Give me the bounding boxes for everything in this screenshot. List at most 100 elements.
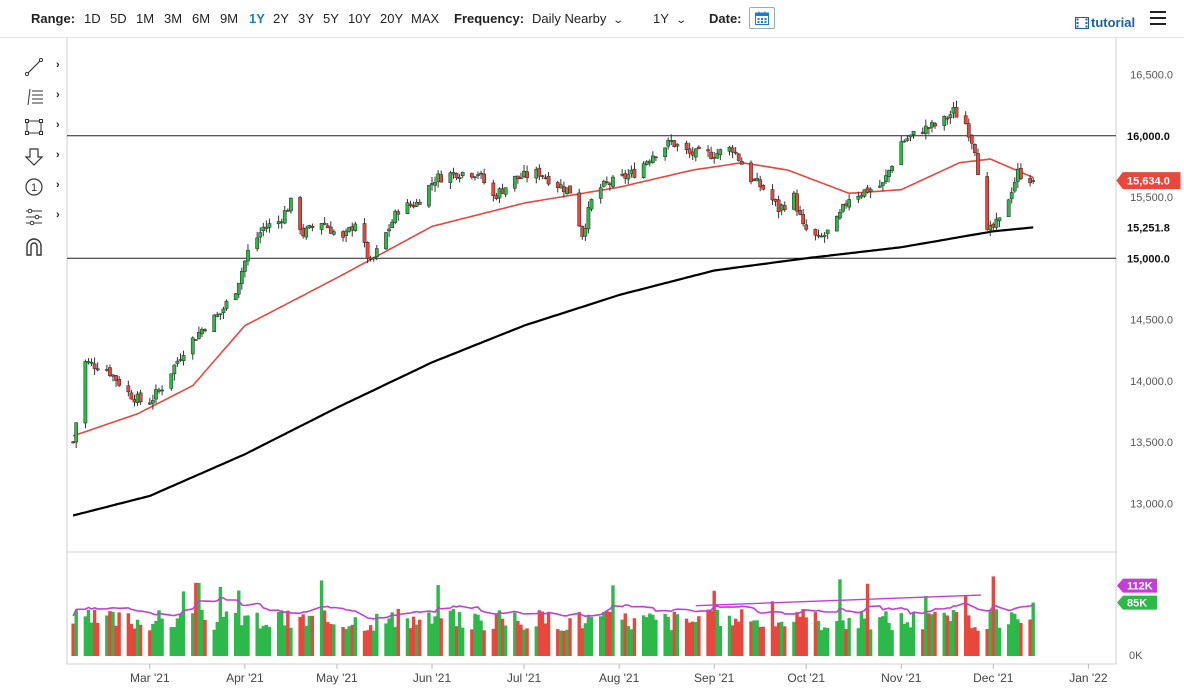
- candle-body: [798, 210, 802, 215]
- expand-arrow-icon[interactable]: ›: [56, 119, 60, 131]
- volume-bar: [540, 611, 545, 656]
- volume-bar: [792, 621, 796, 656]
- expand-arrow-icon[interactable]: ›: [56, 59, 60, 71]
- volume-trendline: [695, 594, 982, 607]
- candle-body: [758, 179, 763, 188]
- volume-bar: [583, 623, 588, 656]
- candle-body: [129, 392, 134, 400]
- candle-body: [687, 148, 692, 154]
- number-marker-tool-icon: 1: [25, 178, 43, 196]
- tutorial-link[interactable]: tutorial: [1075, 15, 1135, 30]
- expand-arrow-icon[interactable]: ›: [56, 149, 60, 161]
- candle-body: [537, 167, 542, 177]
- range-2y-button[interactable]: 2Y: [273, 11, 289, 26]
- candle-body: [405, 202, 410, 215]
- volume-bar: [519, 624, 523, 656]
- candle-body: [654, 156, 658, 159]
- volume-bar: [795, 612, 799, 656]
- level-badge: 15,000.0: [1116, 249, 1181, 267]
- volume-high-badge: 112K: [1117, 578, 1157, 593]
- line-tool[interactable]: ›: [24, 55, 64, 79]
- volume-bar: [83, 616, 88, 656]
- candle-body: [460, 171, 465, 177]
- date-tick-label: Nov '21: [881, 671, 922, 685]
- volume-bar: [749, 621, 753, 656]
- volume-bar: [727, 615, 732, 656]
- volume-bar: [89, 622, 94, 656]
- range-max-button[interactable]: MAX: [411, 11, 440, 26]
- volume-bar: [933, 611, 937, 656]
- expand-arrow-icon[interactable]: ›: [56, 179, 60, 191]
- volume-bar: [801, 609, 805, 656]
- candle-body: [151, 400, 155, 404]
- volume-bar: [911, 612, 916, 656]
- number-marker-tool[interactable]: 1 ›: [24, 175, 64, 199]
- arrow-tool[interactable]: ›: [24, 145, 64, 169]
- volume-bar: [623, 613, 627, 656]
- expand-arrow-icon[interactable]: ›: [56, 209, 60, 221]
- rectangle-tool[interactable]: ›: [24, 115, 64, 139]
- range-20y-button[interactable]: 20Y: [380, 11, 404, 26]
- volume-bar: [212, 629, 216, 656]
- candle-body: [525, 171, 529, 179]
- volume-bar: [663, 613, 667, 656]
- chart-toolbar: Range: 1D 5D 1M 3M 6M 9M 1Y 2Y 3Y 5Y 10Y…: [0, 0, 1184, 38]
- range-1y-button[interactable]: 1Y: [249, 11, 265, 26]
- candle-body: [328, 226, 333, 234]
- volume-bar: [414, 624, 419, 656]
- volume-bar: [666, 616, 670, 656]
- volume-bar: [709, 610, 713, 656]
- horizontal-levels: [67, 135, 1116, 259]
- date-picker-button[interactable]: [749, 7, 775, 29]
- measure-tool[interactable]: ›: [24, 205, 64, 229]
- volume-bar: [770, 601, 775, 656]
- candle-body: [930, 122, 934, 128]
- fibonacci-tool[interactable]: ›: [24, 85, 64, 109]
- volume-bar: [945, 615, 950, 656]
- range-6m-button[interactable]: 6M: [192, 11, 211, 26]
- candle-body: [154, 389, 158, 400]
- range-9m-button[interactable]: 9M: [220, 11, 239, 26]
- volume-bar: [368, 625, 373, 656]
- volume-bar: [390, 612, 394, 656]
- volume-bar: [629, 629, 634, 656]
- volume-bar: [319, 580, 324, 656]
- candle-body: [384, 232, 388, 250]
- range-3y-button[interactable]: 3Y: [298, 11, 314, 26]
- volume-bar: [822, 627, 827, 656]
- date-tick-label: Sep '21: [694, 671, 735, 685]
- range-5d-button[interactable]: 5D: [110, 11, 127, 26]
- candle-body: [709, 151, 713, 159]
- volume-bar: [191, 613, 195, 656]
- date-tick-label: Jul '21: [507, 671, 542, 685]
- volume-bar: [905, 622, 910, 656]
- candle-body: [577, 192, 582, 227]
- candle-body: [255, 237, 260, 249]
- candle-body: [390, 221, 394, 228]
- range-3m-button[interactable]: 3M: [164, 11, 183, 26]
- period-select[interactable]: 1Y ⌄: [653, 11, 687, 26]
- candle-body: [540, 175, 545, 177]
- magnet-tool[interactable]: [24, 235, 64, 259]
- volume-bar: [586, 615, 591, 656]
- volume-bar: [154, 620, 158, 656]
- candle-body: [516, 175, 520, 179]
- volume-bar: [396, 608, 400, 656]
- candle-body: [568, 185, 572, 194]
- volume-bar: [215, 621, 219, 656]
- range-5y-button[interactable]: 5Y: [323, 11, 339, 26]
- range-10y-button[interactable]: 10Y: [348, 11, 372, 26]
- range-1m-button[interactable]: 1M: [136, 11, 155, 26]
- candle-body: [138, 392, 143, 403]
- candle-body: [868, 188, 873, 192]
- candle-body: [752, 179, 756, 181]
- hamburger-menu-icon[interactable]: [1150, 11, 1166, 29]
- range-1d-button[interactable]: 1D: [84, 11, 101, 26]
- candle-body: [779, 204, 784, 211]
- frequency-select[interactable]: Daily Nearby ⌄: [532, 11, 624, 26]
- candle-body: [212, 314, 217, 333]
- expand-arrow-icon[interactable]: ›: [56, 89, 60, 101]
- candle-body: [105, 369, 109, 371]
- candle-body: [877, 185, 882, 188]
